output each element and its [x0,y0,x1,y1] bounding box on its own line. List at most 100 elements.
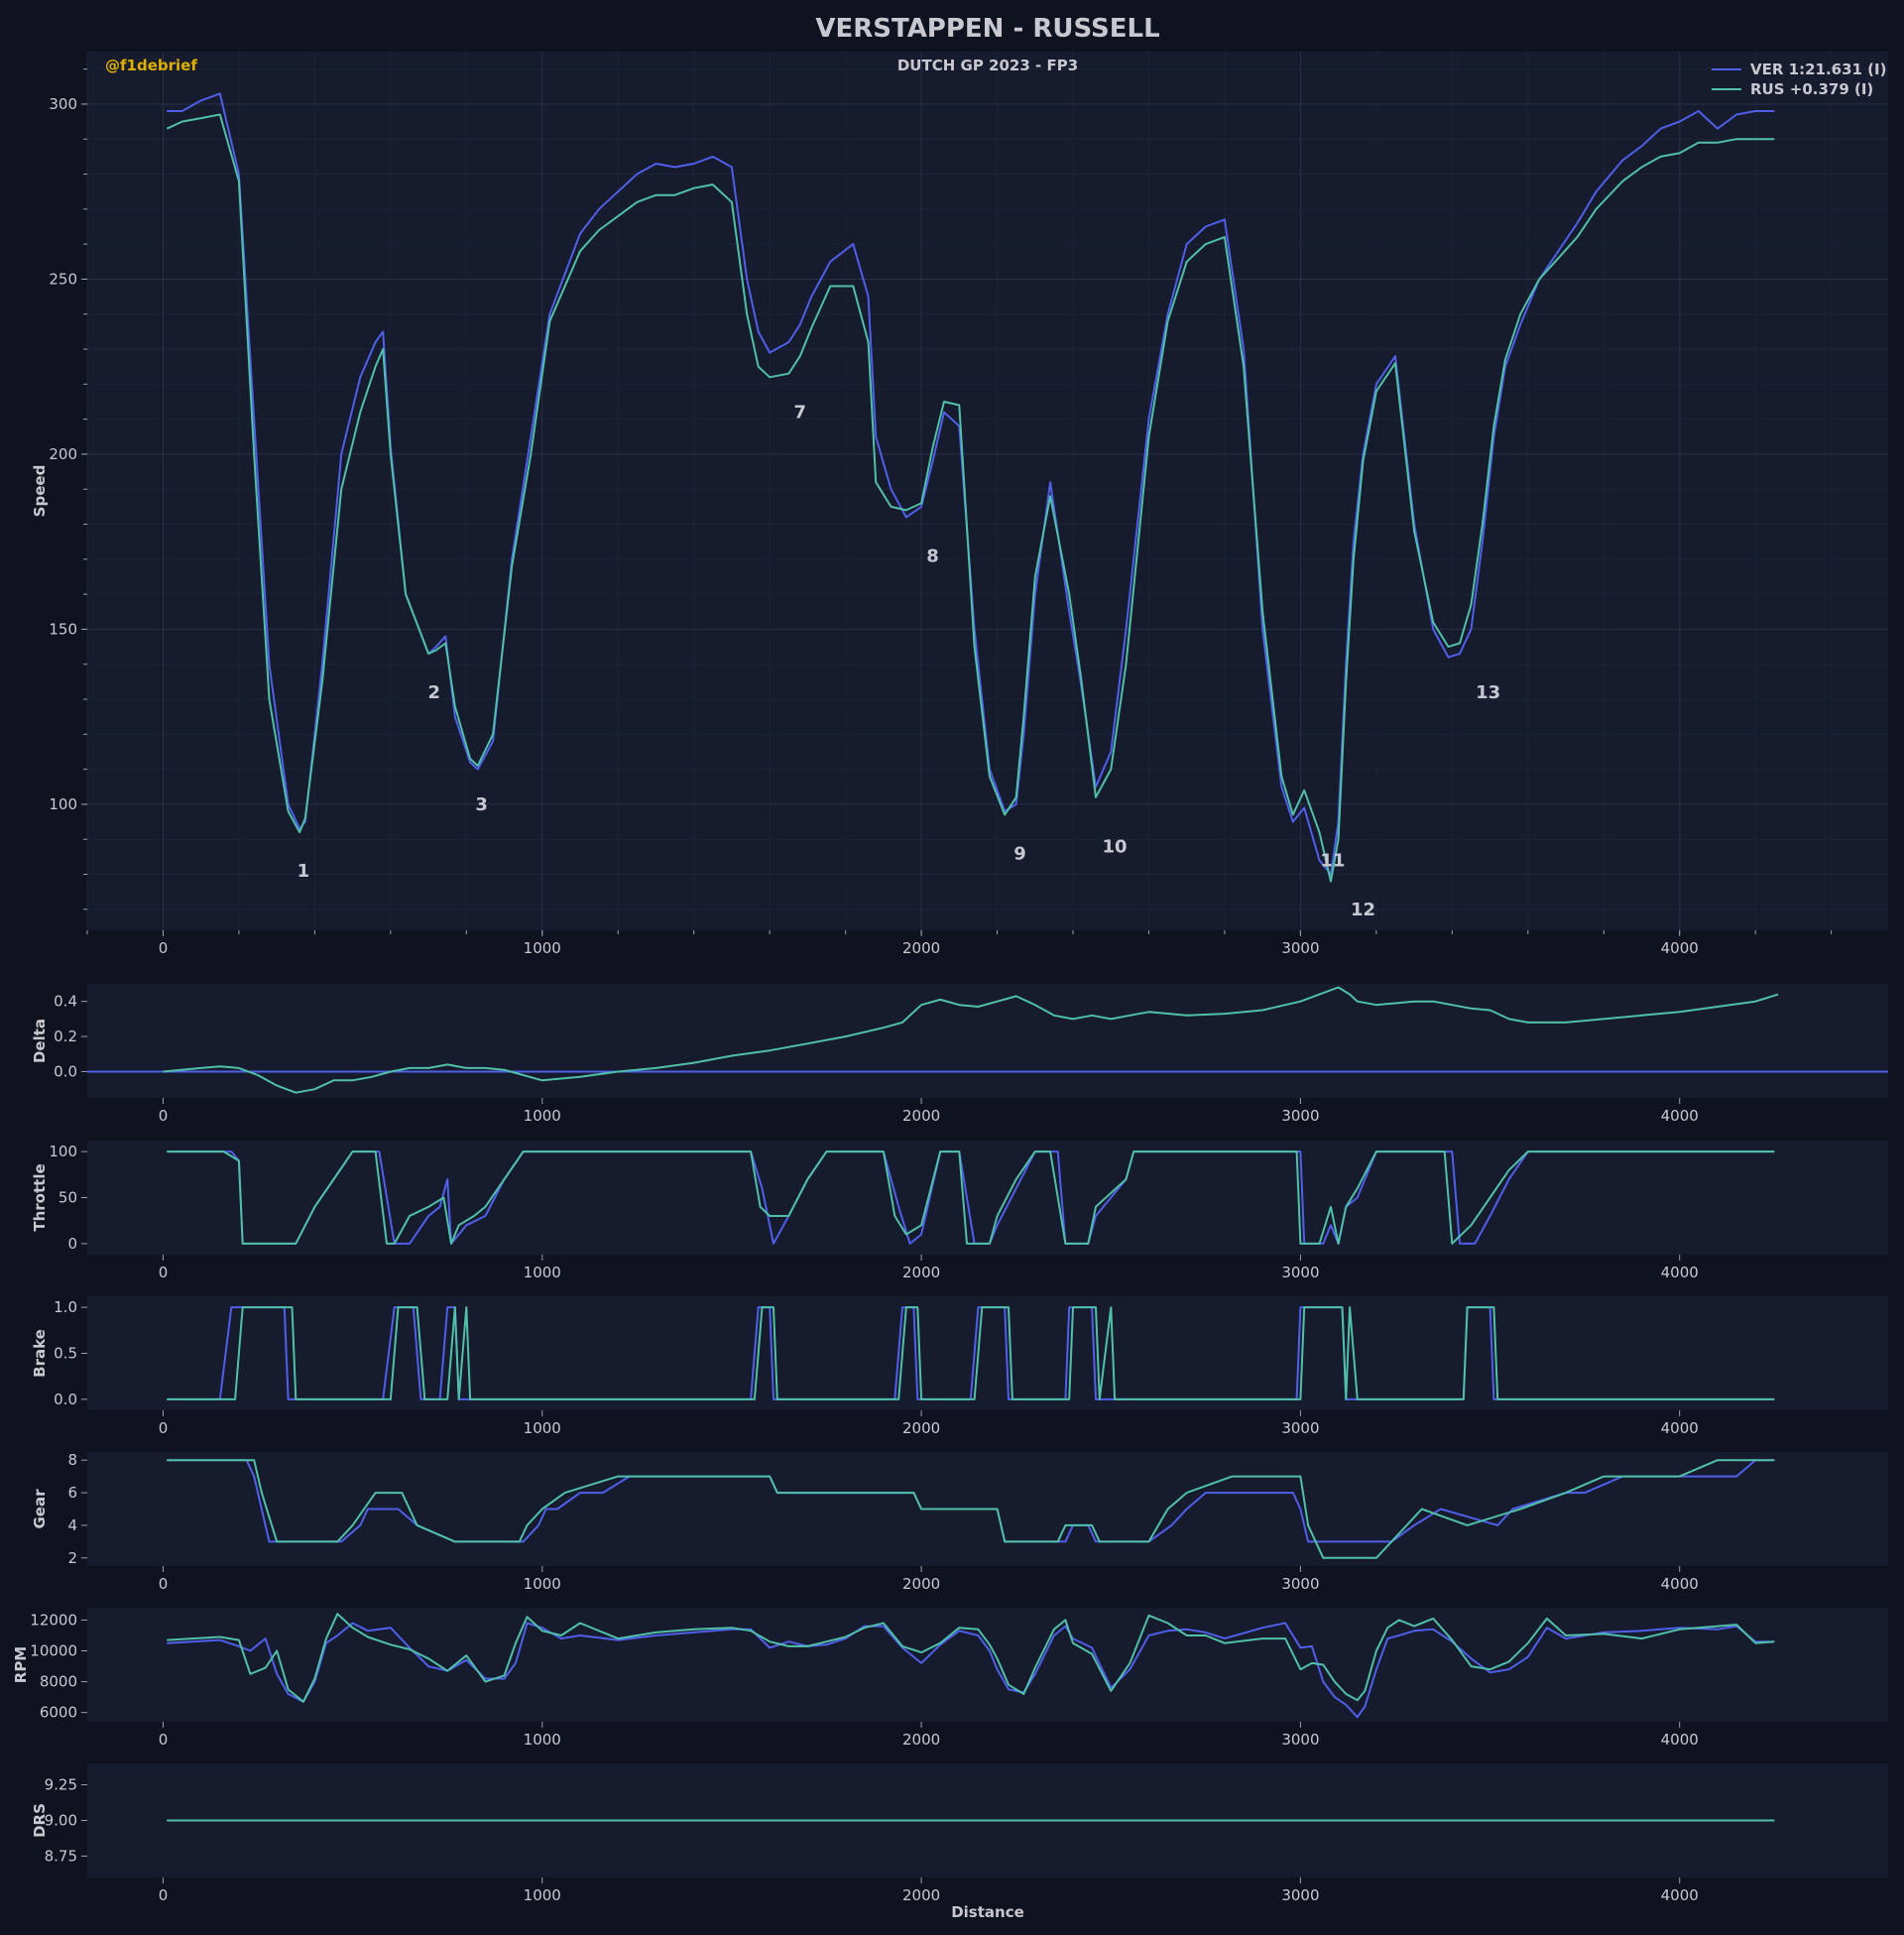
x-tick-label: 4000 [1661,1264,1699,1281]
x-tick-label: 3000 [1281,1107,1319,1125]
y-axis-label: Brake [31,1329,49,1378]
x-tick-label: 1000 [524,1886,561,1904]
series-line-rus [167,1150,1775,1245]
x-tick-label: 0 [159,1575,169,1593]
y-axis-label: RPM [12,1646,30,1683]
panel-background [87,1296,1888,1410]
legend-label-rus: RUS +0.379 (I) [1750,80,1873,98]
x-tick-label: 2000 [902,1419,940,1437]
panel-gear: 2 4 6 8 Gear 0 1000 2000 3000 4000 [31,1451,1888,1593]
x-tick-label: 3000 [1281,1731,1319,1749]
y-tick-label: 2 [67,1549,77,1567]
chart-title: VERSTAPPEN - RUSSELL [815,14,1159,44]
corner-label-13: 13 [1476,682,1500,703]
y-tick-label: 10000 [30,1642,77,1660]
x-tick-label: 3000 [1281,1264,1319,1281]
x-tick-label: 3000 [1281,1419,1319,1437]
x-tick-label: 2000 [902,1264,940,1281]
x-tick-label: 1000 [524,939,561,957]
y-tick-label: 100 [49,795,77,813]
y-tick-label: 4 [67,1516,77,1534]
corner-label-7: 7 [793,403,806,423]
panel-drs: 8.75 9.00 9.25 DRS 0 1000 2000 3000 4000 [31,1763,1888,1904]
x-tick-label: 1000 [524,1575,561,1593]
corner-label-1: 1 [298,861,310,882]
y-axis-label: Throttle [31,1163,49,1231]
series-line-ver [167,1150,1775,1245]
corner-label-11: 11 [1320,850,1345,871]
x-tick-label: 0 [159,1107,169,1125]
panel-background [87,984,1888,1098]
x-tick-label: 3000 [1281,939,1319,957]
x-tick-label: 1000 [524,1264,561,1281]
y-tick-label: 0.2 [54,1028,77,1045]
chart-subtitle: DUTCH GP 2023 - FP3 [897,57,1078,74]
x-tick-label: 0 [159,939,169,957]
x-tick-label: 4000 [1661,1107,1699,1125]
x-tick-label: 4000 [1661,1575,1699,1593]
panel-background [87,1608,1888,1722]
x-tick-label: 4000 [1661,1731,1699,1749]
x-tick-label: 1000 [524,1419,561,1437]
x-tick-label: 2000 [902,1575,940,1593]
y-tick-label: 0.0 [54,1391,77,1408]
y-tick-label: 0 [67,1235,77,1253]
corner-label-10: 10 [1103,836,1128,857]
y-axis-label: Gear [31,1489,49,1529]
x-tick-label: 0 [159,1419,169,1437]
y-tick-label: 0.5 [54,1345,77,1363]
corner-label-3: 3 [475,794,488,815]
y-tick-label: 300 [49,95,77,113]
corner-label-9: 9 [1013,843,1026,864]
y-tick-label: 200 [49,445,77,463]
y-axis-label: Speed [31,465,49,518]
x-tick-label: 2000 [902,1886,940,1904]
y-tick-label: 250 [49,270,77,288]
x-axis-label: Distance [951,1903,1024,1921]
x-tick-label: 0 [159,1731,169,1749]
y-tick-label: 9.00 [45,1812,77,1830]
y-axis-label: DRS [31,1803,49,1838]
panel-background [87,52,1888,930]
series-line-rus [167,1459,1775,1559]
y-tick-label: 100 [49,1143,77,1160]
y-tick-label: 50 [59,1189,77,1207]
x-tick-label: 0 [159,1886,169,1904]
x-tick-label: 3000 [1281,1886,1319,1904]
series-line-rus [167,1306,1775,1400]
y-tick-label: 12000 [30,1611,77,1629]
panel-brake: 0.0 0.5 1.0 Brake 0 1000 2000 3000 4000 [31,1296,1888,1437]
y-tick-label: 0.0 [54,1062,77,1080]
legend: VER 1:21.631 (I) RUS +0.379 (I) [1712,60,1886,98]
x-tick-label: 3000 [1281,1575,1319,1593]
y-tick-label: 1.0 [54,1298,77,1316]
panel-background [87,1141,1888,1255]
series-line-rus [166,113,1775,883]
corner-label-2: 2 [428,682,441,703]
x-tick-label: 2000 [902,1107,940,1125]
x-tick-label: 4000 [1661,1886,1699,1904]
x-tick-label: 1000 [524,1731,561,1749]
y-tick-label: 150 [49,620,77,638]
x-tick-label: 4000 [1661,1419,1699,1437]
y-tick-label: 6000 [40,1704,77,1722]
panel-delta: 0.0 0.2 0.4 Delta 0 1000 2000 3000 4000 [31,984,1888,1125]
x-tick-label: 1000 [524,1107,561,1125]
corner-label-8: 8 [926,545,939,566]
x-tick-label: 2000 [902,1731,940,1749]
corner-label-12: 12 [1351,900,1375,920]
x-tick-label: 2000 [902,939,940,957]
series-line-rus [163,986,1779,1094]
watermark: @f1debrief [105,57,197,74]
y-tick-label: 9.25 [45,1776,77,1794]
legend-label-ver: VER 1:21.631 (I) [1750,60,1886,78]
y-tick-label: 6 [67,1484,77,1502]
y-tick-label: 8 [67,1451,77,1469]
y-tick-label: 8.75 [45,1847,77,1865]
x-tick-label: 4000 [1661,939,1699,957]
